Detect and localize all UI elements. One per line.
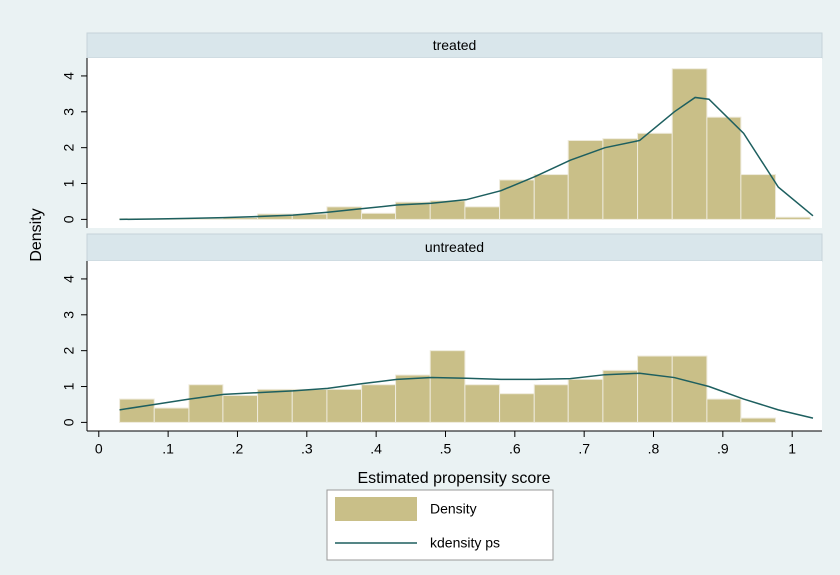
- x-tick-label: .4: [370, 441, 382, 457]
- y-tick-label: 4: [61, 275, 77, 283]
- bar: [188, 384, 224, 423]
- bar: [499, 393, 535, 423]
- y-tick-label: 3: [61, 108, 77, 116]
- y-axis-label: Density: [28, 208, 45, 261]
- bar: [567, 139, 604, 220]
- y-tick-label: 2: [61, 347, 77, 355]
- bar: [740, 174, 777, 220]
- x-tick-label: 0: [95, 441, 103, 457]
- bar: [119, 398, 155, 423]
- y-tick-label: 3: [61, 311, 77, 319]
- kde-line: [119, 372, 814, 419]
- x-tick-label: .7: [578, 441, 590, 457]
- bar: [775, 216, 811, 220]
- bar: [706, 398, 742, 423]
- x-tick-label: .3: [301, 441, 313, 457]
- bar: [257, 388, 293, 423]
- bar: [533, 384, 569, 423]
- bar: [361, 212, 397, 220]
- panel-title: treated: [433, 37, 477, 53]
- x-tick-label: .9: [717, 441, 729, 457]
- y-tick-label: 4: [61, 72, 77, 80]
- bar: [706, 116, 742, 220]
- bar: [291, 388, 328, 423]
- bar: [464, 384, 501, 423]
- x-tick-label: 1: [788, 441, 796, 457]
- x-tick-label: .5: [440, 441, 452, 457]
- bar: [671, 68, 708, 220]
- bar: [740, 417, 777, 423]
- bar: [153, 407, 190, 423]
- y-tick-label: 1: [61, 382, 77, 390]
- bar: [429, 350, 466, 423]
- legend-label: kdensity ps: [430, 535, 500, 551]
- bar: [602, 138, 639, 220]
- bar: [602, 369, 639, 423]
- bar: [464, 206, 501, 220]
- legend-swatch: [335, 497, 417, 521]
- x-tick-label: .6: [509, 441, 521, 457]
- bar: [533, 174, 569, 220]
- y-tick-label: 0: [61, 418, 77, 426]
- bar: [637, 355, 673, 423]
- x-tick-label: .8: [648, 441, 660, 457]
- x-tick-label: .2: [232, 441, 244, 457]
- y-tick-label: 1: [61, 179, 77, 187]
- bar: [671, 355, 708, 423]
- bar: [499, 179, 535, 220]
- panel-title: untreated: [425, 239, 484, 255]
- kde-line: [119, 96, 814, 221]
- bar: [567, 378, 604, 423]
- bar: [326, 388, 363, 423]
- y-tick-label: 2: [61, 144, 77, 152]
- y-tick-label: 0: [61, 215, 77, 223]
- bar: [222, 394, 259, 423]
- bar: [637, 132, 673, 220]
- x-axis-label: Estimated propensity score: [358, 470, 551, 487]
- x-tick-label: .1: [162, 441, 174, 457]
- bar: [395, 374, 431, 423]
- strip: [86, 32, 823, 59]
- legend-label: Density: [430, 501, 477, 517]
- bar: [361, 384, 397, 423]
